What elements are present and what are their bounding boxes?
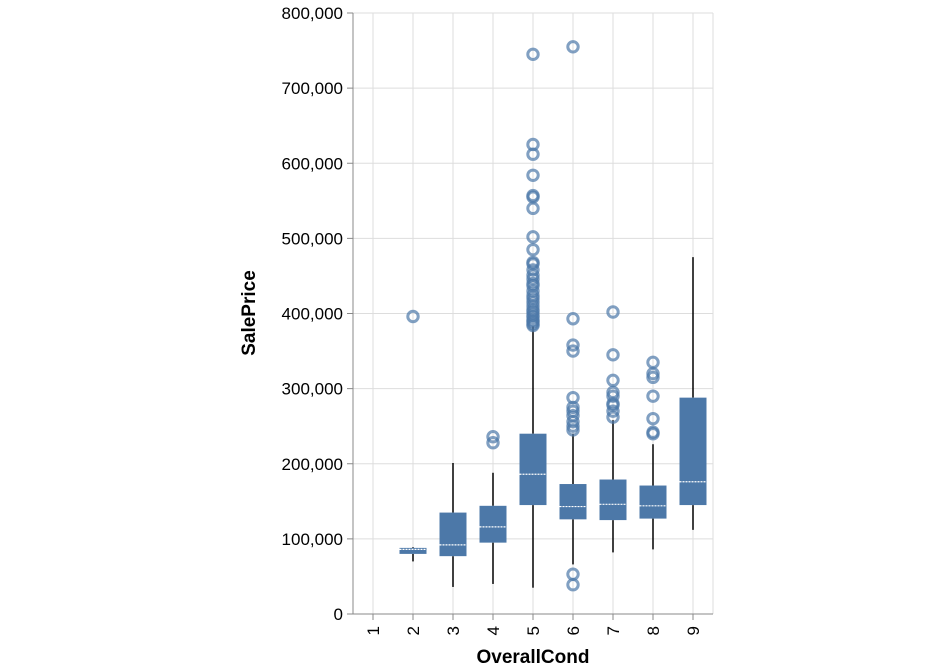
outlier-point — [646, 425, 660, 439]
box-iqr — [479, 505, 507, 543]
y-tick-label: 800,000 — [282, 4, 343, 23]
y-tick-label: 0 — [334, 605, 343, 624]
x-tick-label: 5 — [524, 626, 543, 635]
outlier-point — [526, 263, 540, 277]
outlier-point — [566, 338, 580, 352]
box-iqr — [559, 484, 587, 520]
outlier-point — [606, 385, 620, 400]
x-ticks: 1 2 3 4 5 6 7 8 9 — [364, 614, 703, 635]
outlier-point — [566, 40, 580, 54]
box-iqr — [599, 479, 627, 521]
x-tick-label: 2 — [404, 626, 423, 635]
y-tick-label: 700,000 — [282, 79, 343, 98]
y-tick-label: 300,000 — [282, 380, 343, 399]
y-tick-label: 400,000 — [282, 305, 343, 324]
y-ticks: 0 100,000 200,000 300,000 400,000 500,000 600,… — [282, 4, 353, 624]
outlier-point — [526, 47, 540, 62]
box-iqr — [519, 433, 547, 506]
outlier-point — [406, 309, 420, 324]
outlier-point — [526, 230, 540, 244]
y-tick-label: 200,000 — [282, 455, 343, 474]
outlier-point — [566, 567, 580, 581]
outlier-point — [606, 348, 620, 362]
outlier-point — [566, 344, 580, 358]
outlier-point — [486, 430, 500, 444]
outlier-point — [566, 408, 580, 423]
x-tick-label: 1 — [364, 626, 383, 635]
x-axis-title: OverallCond — [477, 647, 590, 668]
y-tick-label: 600,000 — [282, 154, 343, 173]
y-tick-label: 100,000 — [282, 530, 343, 549]
outlier-point — [606, 410, 620, 424]
outlier-point — [646, 389, 660, 403]
box-iqr — [679, 397, 707, 506]
x-tick-label: 8 — [644, 626, 663, 635]
y-tick-label: 500,000 — [282, 229, 343, 248]
box-iqr — [639, 485, 667, 519]
outlier-point — [526, 255, 540, 270]
outlier-point — [526, 276, 540, 291]
outlier-point — [486, 436, 500, 450]
outlier-point — [526, 242, 540, 257]
outlier-point — [606, 305, 620, 319]
outlier-point — [526, 137, 540, 152]
outlier-point — [526, 188, 540, 203]
box-iqr — [399, 547, 427, 554]
outlier-point — [646, 411, 660, 426]
y-axis-title: SalePrice — [239, 270, 260, 356]
outlier-point — [606, 404, 620, 418]
outlier-point — [526, 168, 540, 182]
outliers — [406, 40, 660, 592]
x-tick-label: 7 — [604, 626, 623, 635]
outlier-point — [646, 355, 660, 370]
outlier-point — [606, 373, 620, 388]
outlier-point — [566, 390, 580, 405]
outlier-point — [566, 312, 580, 326]
x-tick-label: 9 — [684, 626, 703, 635]
boxes — [399, 257, 707, 588]
outlier-point — [526, 284, 540, 298]
x-tick-label: 4 — [484, 626, 503, 635]
x-tick-label: 6 — [564, 626, 583, 635]
x-tick-label: 3 — [444, 626, 463, 635]
box-iqr — [439, 512, 467, 557]
